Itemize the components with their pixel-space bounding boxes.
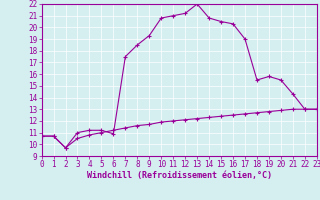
X-axis label: Windchill (Refroidissement éolien,°C): Windchill (Refroidissement éolien,°C) [87,171,272,180]
